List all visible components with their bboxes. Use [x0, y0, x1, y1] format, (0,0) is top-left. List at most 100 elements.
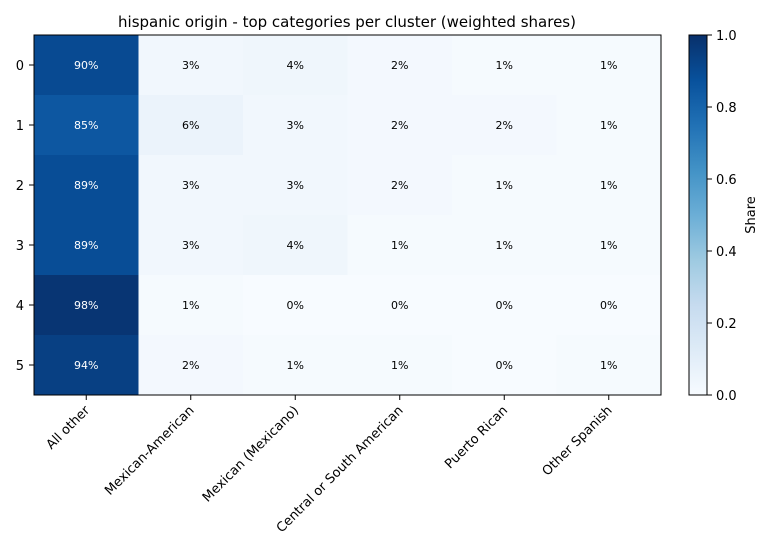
- colorbar-tick-label: 0.4: [716, 245, 737, 260]
- cell-value-label: 1%: [600, 119, 617, 132]
- plot-frame: [33, 34, 662, 396]
- colorbar-tick-label: 0.6: [716, 173, 737, 188]
- y-tick-label: 3: [16, 239, 24, 254]
- cell-value-label: 89%: [74, 239, 98, 252]
- colorbar-frame: [688, 34, 708, 396]
- heatmap-cell: [34, 335, 139, 396]
- heatmap-cell: [34, 215, 139, 276]
- cell-value-label: 3%: [287, 179, 304, 192]
- heatmap-cell: [138, 95, 244, 156]
- heatmap-cell: [556, 155, 662, 216]
- x-tick-label: Puerto Rican: [442, 403, 511, 472]
- cell-value-label: 3%: [182, 59, 199, 72]
- heatmap-cell: [347, 275, 453, 336]
- heatmap-cell: [34, 275, 139, 336]
- heatmap-cell: [34, 155, 139, 216]
- y-tick-label: 5: [16, 359, 24, 374]
- heatmap-cell: [452, 35, 557, 96]
- heatmap-cell: [243, 155, 348, 216]
- cell-value-label: 85%: [74, 119, 98, 132]
- cell-value-label: 89%: [74, 179, 98, 192]
- cell-value-label: 1%: [496, 59, 513, 72]
- x-tick-label: Other Spanish: [540, 403, 616, 479]
- cell-value-label: 1%: [600, 359, 617, 372]
- heatmap-cell-labels: 90% 3% 4% 2% 1% 1% 85% 6% 3% 2% 2% 1% 89% 3% 3% 2% 1% 1% 8…: [74, 59, 617, 372]
- heatmap-cell: [452, 275, 557, 336]
- colorbar-tick-label: 0.2: [716, 317, 737, 332]
- x-axis: All other Mexican-American Mexican (Mexica…: [44, 395, 616, 536]
- heatmap-cell: [556, 35, 662, 96]
- heatmap-cell: [347, 335, 453, 396]
- heatmap-cell: [138, 155, 244, 216]
- cell-value-label: 3%: [182, 179, 199, 192]
- colorbar-ticks: 0.0 0.2 0.4 0.6 0.8 1.0: [707, 29, 737, 404]
- cell-value-label: 1%: [496, 239, 513, 252]
- heatmap-cell: [556, 215, 662, 276]
- heatmap-cell: [347, 95, 453, 156]
- heatmap-cell: [556, 335, 662, 396]
- x-tick-label: Mexican (Mexicano): [200, 403, 302, 505]
- heatmap-cell: [243, 95, 348, 156]
- colorbar: 0.0 0.2 0.4 0.6 0.8 1.0 Share: [688, 29, 759, 404]
- colorbar-tick-label: 1.0: [716, 29, 737, 44]
- y-tick-label: 2: [16, 179, 24, 194]
- heatmap-cell: [556, 95, 662, 156]
- cell-value-label: 2%: [391, 59, 408, 72]
- heatmap-cell: [347, 155, 453, 216]
- cell-value-label: 4%: [287, 239, 304, 252]
- y-tick-label: 1: [16, 119, 24, 134]
- heatmap-cell: [347, 35, 453, 96]
- cell-value-label: 98%: [74, 299, 98, 312]
- x-tick-label: Central or South American: [274, 403, 407, 536]
- x-tick-label: Mexican-American: [102, 403, 197, 498]
- heatmap-cell: [34, 35, 139, 96]
- heatmap-cell: [34, 95, 139, 156]
- cell-value-label: 1%: [600, 239, 617, 252]
- heatmap-cell: [138, 335, 244, 396]
- cell-value-label: 94%: [74, 359, 98, 372]
- cell-value-label: 0%: [496, 299, 513, 312]
- heatmap-cell: [243, 335, 348, 396]
- cell-value-label: 1%: [600, 59, 617, 72]
- y-tick-label: 0: [16, 59, 24, 74]
- cell-value-label: 2%: [182, 359, 199, 372]
- cell-value-label: 2%: [391, 179, 408, 192]
- heatmap-cell: [452, 215, 557, 276]
- cell-value-label: 2%: [391, 119, 408, 132]
- cell-value-label: 1%: [287, 359, 304, 372]
- cell-value-label: 0%: [600, 299, 617, 312]
- colorbar-gradient: [689, 35, 707, 395]
- cell-value-label: 1%: [391, 359, 408, 372]
- cell-value-label: 1%: [182, 299, 199, 312]
- chart-title: hispanic origin - top categories per clu…: [118, 13, 576, 31]
- heatmap-cell: [347, 215, 453, 276]
- heatmap-cell: [243, 35, 348, 96]
- x-tick-label: All other: [44, 403, 94, 453]
- heatmap-cell: [138, 35, 244, 96]
- cell-value-label: 0%: [287, 299, 304, 312]
- cell-value-label: 4%: [287, 59, 304, 72]
- heatmap-cell: [452, 335, 557, 396]
- heatmap-cell: [556, 275, 662, 336]
- heatmap-cells: [34, 35, 662, 396]
- cell-value-label: 3%: [287, 119, 304, 132]
- cell-value-label: 90%: [74, 59, 98, 72]
- cell-value-label: 2%: [496, 119, 513, 132]
- heatmap-cell: [138, 275, 244, 336]
- colorbar-tick-label: 0.8: [716, 101, 737, 116]
- cell-value-label: 0%: [391, 299, 408, 312]
- cell-value-label: 1%: [496, 179, 513, 192]
- y-tick-label: 4: [16, 299, 24, 314]
- heatmap-cell: [138, 215, 244, 276]
- heatmap-cell: [452, 95, 557, 156]
- y-axis: 0 1 2 3 4 5: [16, 59, 34, 374]
- cell-value-label: 1%: [391, 239, 408, 252]
- cell-value-label: 0%: [496, 359, 513, 372]
- colorbar-tick-label: 0.0: [716, 389, 737, 404]
- cell-value-label: 3%: [182, 239, 199, 252]
- cell-value-label: 1%: [600, 179, 617, 192]
- colorbar-label: Share: [744, 196, 759, 234]
- cell-value-label: 6%: [182, 119, 199, 132]
